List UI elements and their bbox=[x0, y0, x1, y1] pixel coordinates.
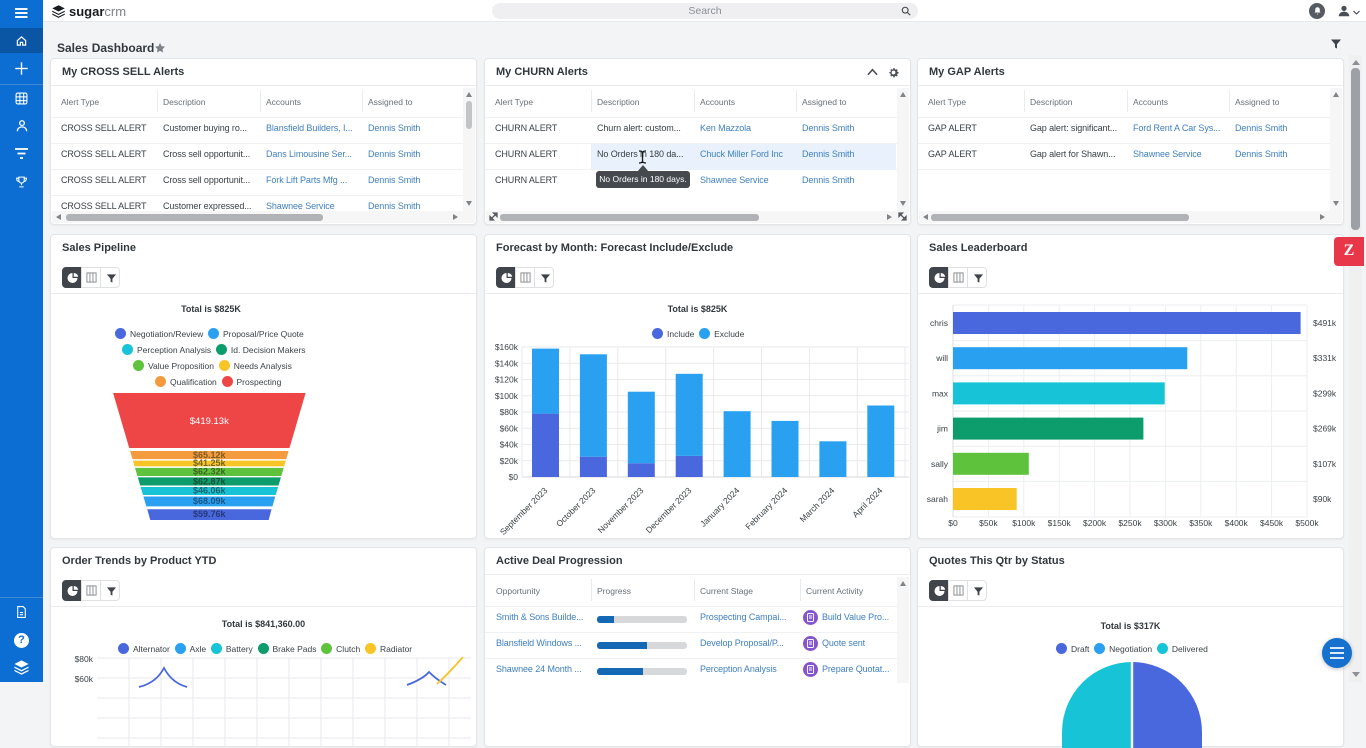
svg-text:$299k: $299k bbox=[1313, 388, 1337, 398]
svg-text:$331k: $331k bbox=[1313, 353, 1337, 363]
svg-text:$419.13k: $419.13k bbox=[190, 416, 229, 427]
svg-text:$400k: $400k bbox=[1225, 518, 1249, 528]
svg-text:sarah: sarah bbox=[927, 494, 949, 504]
svg-text:March 2024: March 2024 bbox=[798, 485, 837, 524]
svg-text:$450k: $450k bbox=[1260, 518, 1284, 528]
svg-text:chris: chris bbox=[930, 318, 948, 328]
svg-text:$120k: $120k bbox=[495, 375, 519, 385]
svg-text:February 2024: February 2024 bbox=[743, 485, 789, 531]
svg-text:$60k: $60k bbox=[75, 674, 94, 684]
svg-text:max: max bbox=[932, 388, 949, 398]
svg-text:sally: sally bbox=[931, 459, 949, 469]
svg-text:September 2023: September 2023 bbox=[498, 485, 550, 537]
svg-text:$250k: $250k bbox=[1118, 518, 1142, 528]
svg-text:$62.32k: $62.32k bbox=[193, 467, 227, 477]
svg-text:January 2024: January 2024 bbox=[698, 485, 742, 529]
svg-text:$107k: $107k bbox=[1313, 459, 1337, 469]
svg-text:$60k: $60k bbox=[500, 424, 519, 434]
svg-text:$50k: $50k bbox=[979, 518, 998, 528]
svg-text:jim: jim bbox=[936, 424, 948, 434]
svg-text:$200k: $200k bbox=[1083, 518, 1107, 528]
svg-text:$350k: $350k bbox=[1189, 518, 1213, 528]
svg-text:$65.12k: $65.12k bbox=[193, 450, 227, 460]
svg-text:$100k: $100k bbox=[1012, 518, 1036, 528]
svg-text:will: will bbox=[935, 353, 948, 363]
svg-text:$140k: $140k bbox=[495, 359, 519, 369]
svg-text:$100k: $100k bbox=[495, 391, 519, 401]
svg-text:$40k: $40k bbox=[500, 440, 519, 450]
svg-text:$300k: $300k bbox=[1154, 518, 1178, 528]
svg-text:$62.87k: $62.87k bbox=[193, 476, 227, 486]
svg-text:$150k: $150k bbox=[1048, 518, 1072, 528]
svg-text:$90k: $90k bbox=[1313, 494, 1332, 504]
svg-text:October 2023: October 2023 bbox=[554, 485, 598, 529]
svg-text:$41.25k: $41.25k bbox=[193, 458, 227, 468]
svg-text:$491k: $491k bbox=[1313, 318, 1337, 328]
svg-text:$80k: $80k bbox=[75, 654, 94, 664]
svg-text:$20k: $20k bbox=[500, 456, 519, 466]
svg-text:$0: $0 bbox=[948, 518, 958, 528]
svg-text:$160k: $160k bbox=[495, 342, 519, 352]
svg-text:April 2024: April 2024 bbox=[850, 485, 884, 519]
svg-text:$68.09k: $68.09k bbox=[193, 496, 227, 506]
svg-text:$269k: $269k bbox=[1313, 424, 1337, 434]
svg-text:$46.06k: $46.06k bbox=[193, 486, 227, 496]
svg-text:December 2023: December 2023 bbox=[644, 485, 694, 535]
svg-text:November 2023: November 2023 bbox=[596, 485, 646, 535]
svg-text:$80k: $80k bbox=[500, 407, 519, 417]
svg-text:$0: $0 bbox=[509, 472, 519, 482]
svg-text:$500k: $500k bbox=[1295, 518, 1319, 528]
svg-text:$59.76k: $59.76k bbox=[193, 509, 227, 519]
